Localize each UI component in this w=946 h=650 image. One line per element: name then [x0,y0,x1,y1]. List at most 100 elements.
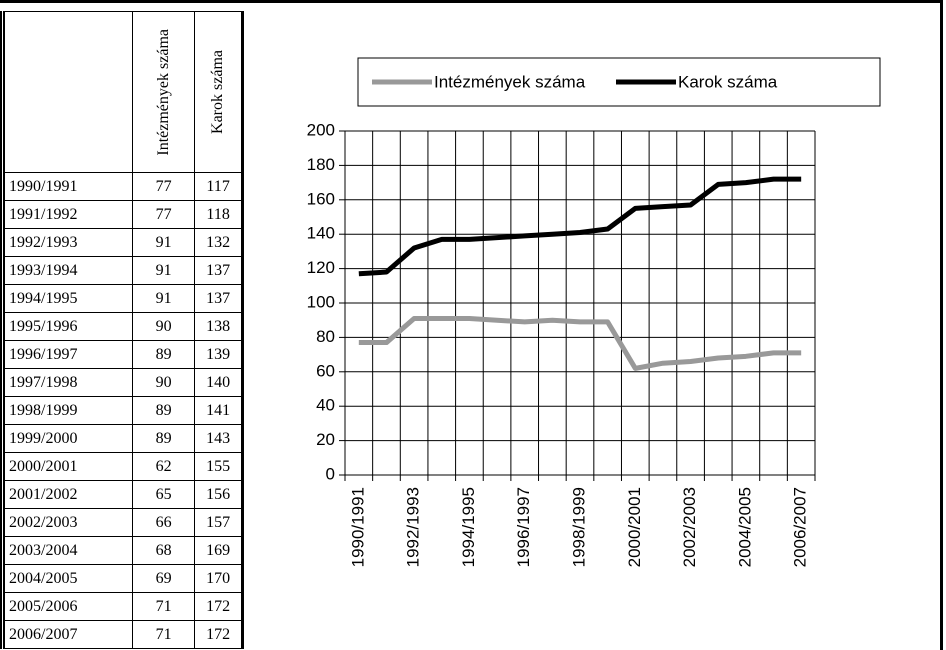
table-cell: 1993/1994 [2,256,133,285]
series-line [358,315,802,371]
x-tick-label: 1998/1999 [569,487,588,567]
table-cell: 1992/1993 [2,228,133,257]
table-cell: 91 [131,284,196,313]
y-tick-label: 60 [316,361,335,380]
x-tick-label: 2002/2003 [680,487,699,567]
table-cell: 68 [131,536,196,565]
table-cell: 1999/2000 [2,424,133,453]
table-row: 2002/2003 66 157 [2,508,243,537]
table-cell: 77 [131,172,196,201]
table-cell: 1998/1999 [2,396,133,425]
table-cell: 138 [194,312,243,341]
table-cell: 156 [194,480,243,509]
table-cell: 170 [194,564,243,593]
table-row: 2001/2002 65 156 [2,480,243,509]
table-cell: 66 [131,508,196,537]
table-cell: 89 [131,396,196,425]
table-cell: 91 [131,228,196,257]
table-cell: 137 [194,256,243,285]
table-cell: 89 [131,424,196,453]
table-cell: 71 [131,620,196,649]
table-cell: 62 [131,452,196,481]
table-cell: 90 [131,312,196,341]
table-row: 1993/1994 91 137 [2,256,243,285]
x-tick-label: 1994/1995 [459,487,478,567]
y-tick-label: 80 [316,327,335,346]
table-row: 1996/1997 89 139 [2,340,243,369]
table-cell: 2003/2004 [2,536,133,565]
table-cell: 65 [131,480,196,509]
table-cell: 143 [194,424,243,453]
legend-label: Karok száma [678,72,778,91]
chart: 0 20 40 60 80 100 120 140 160 180 200 1990/1991 1992… [307,57,881,567]
y-tick-label: 100 [307,292,335,311]
y-tick-label: 20 [316,430,335,449]
table-cell: 2004/2005 [2,564,133,593]
y-tick-label: 120 [307,258,335,277]
x-tick-label: 1996/1997 [514,487,533,567]
table-cell: 172 [194,620,243,649]
table-cell: 157 [194,508,243,537]
table-row: 1999/2000 89 143 [2,424,243,453]
table-cell: 169 [194,536,243,565]
table-cell: 1990/1991 [2,172,133,201]
table-cell: 2000/2001 [2,452,133,481]
header-cell: Karok száma [194,11,243,173]
table-cell: 2005/2006 [2,592,133,621]
table-cell: 91 [131,256,196,285]
data-table: Intézmények száma Karok száma 1990/1991 7… [0,11,244,649]
header-text: Intézmények száma [154,28,172,156]
table-cell: 155 [194,452,243,481]
y-tick-label: 180 [307,155,335,174]
table-cell: 90 [131,368,196,397]
legend-label: Intézmények száma [434,72,586,91]
series-line [358,176,802,277]
x-tick-label: 2000/2001 [625,487,644,567]
header-cell: Intézmények száma [131,11,196,173]
table-cell: 89 [131,340,196,369]
table-cell: 1994/1995 [2,284,133,313]
header-text: Karok száma [209,50,227,134]
table-cell: 140 [194,368,243,397]
table-cell: 137 [194,284,243,313]
table-cell: 2002/2003 [2,508,133,537]
header-row: Intézmények száma Karok száma [2,11,243,173]
table-cell: 141 [194,396,243,425]
table-row: 1997/1998 90 140 [2,368,243,397]
table-cell: 1995/1996 [2,312,133,341]
table-row: 1994/1995 91 137 [2,284,243,313]
table-row: 1992/1993 91 132 [2,228,243,257]
table-cell: 1997/1998 [2,368,133,397]
table-row: 2000/2001 62 155 [2,452,243,481]
table-cell: 172 [194,592,243,621]
table-cell: 1996/1997 [2,340,133,369]
x-tick-label: 2006/2007 [791,487,810,567]
table-row: 1991/1992 77 118 [2,200,243,229]
y-tick-label: 200 [307,120,335,139]
y-tick-label: 40 [316,396,335,415]
table-cell: 132 [194,228,243,257]
x-tick-label: 1992/1993 [404,487,423,567]
table-cell: 118 [194,200,243,229]
y-tick-label: 0 [326,464,335,483]
table-row: 1990/1991 77 117 [2,172,243,201]
table-row: 2006/2007 71 172 [2,620,243,649]
table-row: 1998/1999 89 141 [2,396,243,425]
table-cell: 2006/2007 [2,620,133,649]
table-cell: 69 [131,564,196,593]
y-tick-label: 160 [307,189,335,208]
y-tick-label: 140 [307,224,335,243]
table-cell: 1991/1992 [2,200,133,229]
table-row: 2004/2005 69 170 [2,564,243,593]
table-cell: 77 [131,200,196,229]
table-row: 2005/2006 71 172 [2,592,243,621]
table-cell: 71 [131,592,196,621]
table-cell: 139 [194,340,243,369]
table-row: 1995/1996 90 138 [2,312,243,341]
table-cell: 2001/2002 [2,480,133,509]
x-tick-label: 1990/1991 [348,487,367,567]
table-cell: 117 [194,172,243,201]
x-tick-label: 2004/2005 [735,487,754,567]
table-row: 2003/2004 68 169 [2,536,243,565]
